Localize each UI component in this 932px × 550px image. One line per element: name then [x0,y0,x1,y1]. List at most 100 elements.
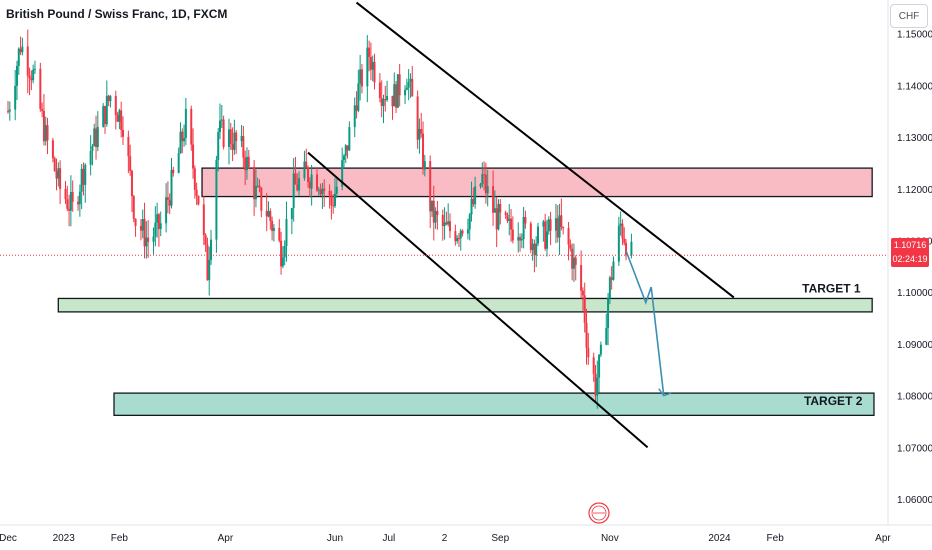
candle-body [454,231,457,242]
candle-body [560,215,563,227]
price-tick-label: 1.06000 [897,495,932,506]
candle-body [21,46,24,53]
bar-countdown: 02:24:19 [892,254,928,264]
candle-body [418,129,421,140]
candle-body [208,259,211,281]
candle-body [55,170,58,179]
candle-body [529,223,532,250]
time-tick-label: Dec [0,533,17,544]
candle-body [307,167,310,182]
candle-body [19,48,22,53]
time-tick-label: Nov [601,533,619,544]
price-tick-label: 1.07000 [897,443,932,454]
candle-body [386,95,389,101]
candle-body [220,119,223,121]
candle-body [510,218,513,230]
candle-body [531,243,534,250]
candle-body [42,110,45,142]
candle-body [215,159,218,240]
zone-label-1: TARGET 1 [802,281,861,295]
candle-body [519,237,522,241]
candle-body [247,156,250,167]
candle-body [612,261,615,280]
candle-body [233,132,236,150]
candle-body [344,145,347,156]
candle-body [535,243,538,256]
candle-body [15,65,18,86]
candle-body [141,219,144,231]
candle-body [192,144,195,169]
candle-body [41,109,44,111]
candle-body [267,211,270,217]
candle-body [443,222,446,227]
candle-body [82,168,85,185]
time-tick-label: Apr [875,533,891,544]
candle-body [357,83,360,111]
candle-body [571,248,574,269]
candle-body [305,161,308,168]
candle-body [71,191,74,202]
candle-body [524,216,527,224]
time-tick-label: Jul [382,533,395,544]
candle-body [431,200,433,212]
candle-body [360,69,363,87]
currency-button[interactable]: CHF [890,4,928,28]
candle-body [116,115,119,122]
candle-body [310,174,313,189]
candle-body [104,106,107,125]
candle-body [335,186,338,194]
candle-body [504,212,507,215]
candle-body [57,168,60,179]
candle-body [80,168,83,192]
candle-body [416,96,419,140]
projection-path [625,250,665,396]
candle-body [265,210,268,217]
candle-body [499,204,502,213]
candle-body [317,189,320,191]
candle-body [384,99,387,101]
candle-body [332,205,335,207]
candle-body [278,228,281,241]
candle-body [592,357,595,374]
candle-body [380,98,383,106]
candle-body [549,219,552,231]
candle-body [219,120,221,133]
candle-body [152,236,155,242]
candle-body [621,223,624,239]
time-tick-label: Sep [491,533,509,544]
candle-body [371,61,374,70]
candle-body [391,95,394,107]
candle-body [508,218,511,221]
price-tick-label: 1.12000 [897,185,932,196]
candle-body [466,229,469,234]
candle-body [436,211,439,215]
time-tick-label: 2023 [53,533,76,544]
candle-body [574,257,577,265]
trend-line-1 [355,1,735,299]
price-tick-label: 1.10000 [897,288,932,299]
candles-layer [7,29,633,409]
candle-body [254,186,257,200]
candle-body [93,128,96,147]
candle-body [91,146,94,151]
candle-body [558,215,561,238]
candle-body [468,214,471,230]
candle-body [95,128,98,148]
candle-body [179,131,182,154]
candle-body [316,174,319,191]
candle-body [605,327,608,345]
candle-body [481,174,484,185]
candle-body [217,132,220,160]
price-tick-label: 1.14000 [897,81,932,92]
candle-body [493,208,496,213]
candle-body [556,218,559,238]
candle-body [562,226,565,229]
zone-label-2: TARGET 2 [804,394,863,408]
candle-body [242,136,245,158]
zone-box-1 [201,167,873,198]
current-price-value: 1.10716 [893,240,927,250]
candle-body [461,230,464,234]
candle-body [319,189,322,195]
candle-body [256,185,259,187]
